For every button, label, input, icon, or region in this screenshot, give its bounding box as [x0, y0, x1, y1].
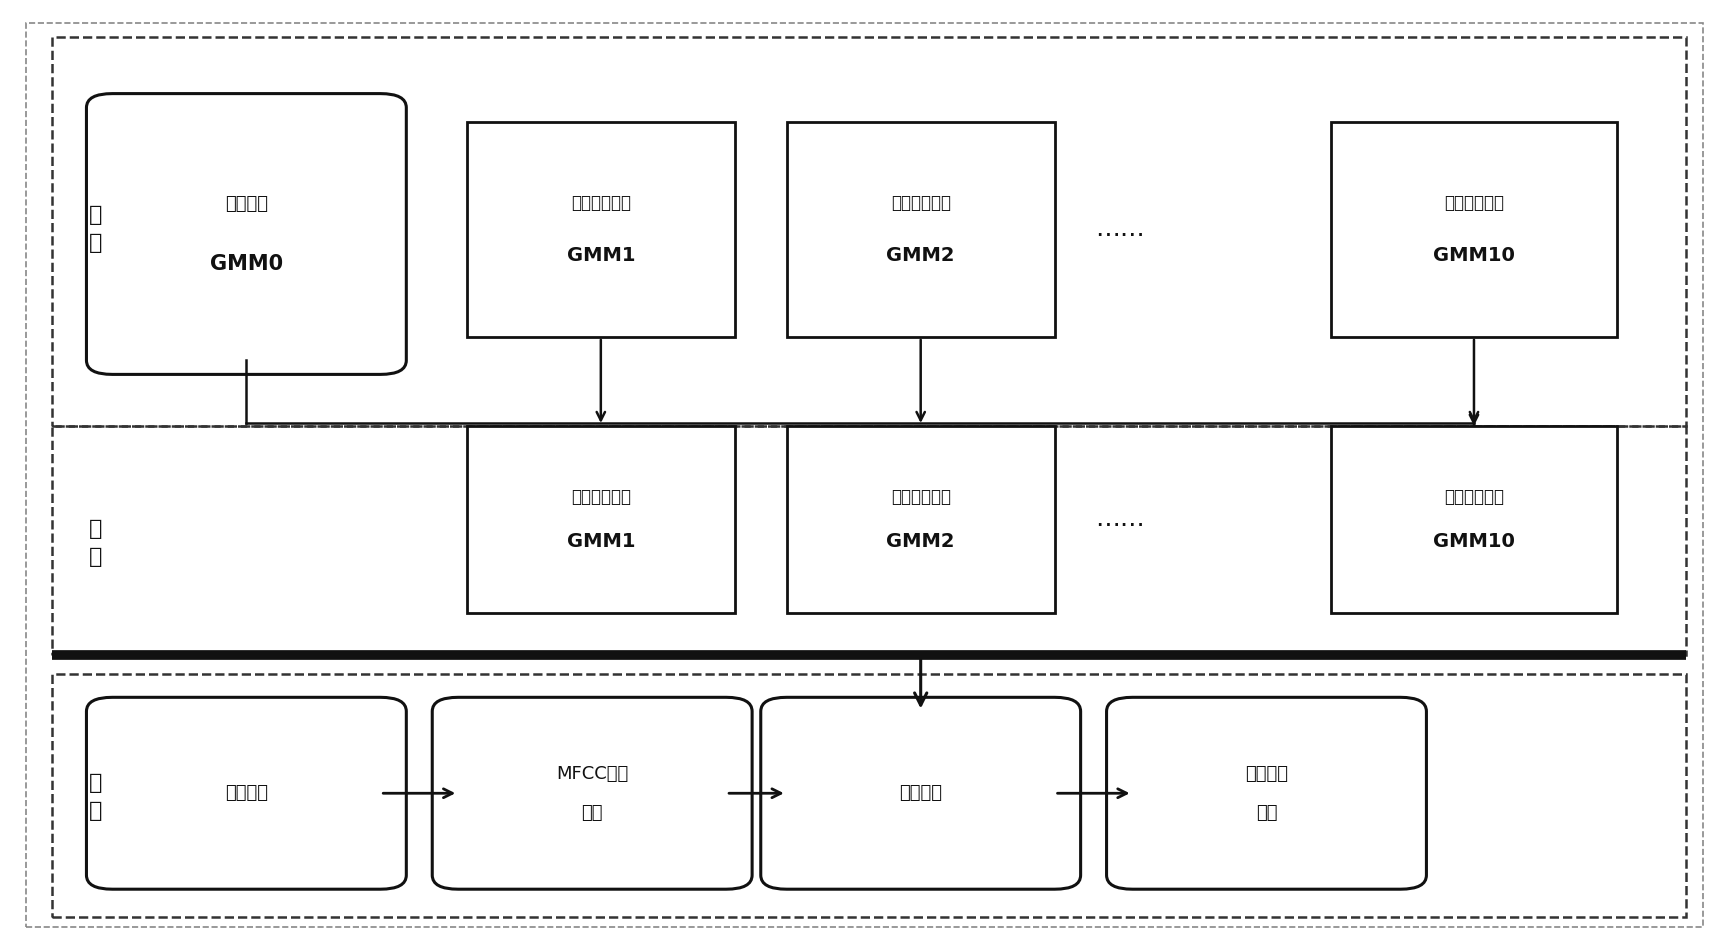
FancyBboxPatch shape [467, 426, 735, 613]
Text: 干净声音事件: 干净声音事件 [571, 195, 631, 212]
Text: GMM10: GMM10 [1433, 533, 1515, 551]
Text: 识别结果: 识别结果 [1245, 765, 1288, 782]
Text: 带噪声音事件: 带噪声音事件 [1444, 488, 1504, 506]
Text: GMM1: GMM1 [567, 245, 635, 265]
Text: 输出: 输出 [1255, 804, 1278, 822]
Text: GMM1: GMM1 [567, 533, 635, 551]
FancyBboxPatch shape [787, 122, 1055, 337]
Text: 噪声模型: 噪声模型 [225, 195, 268, 212]
Text: 训
练: 训 练 [88, 205, 102, 254]
Text: GMM2: GMM2 [887, 533, 954, 551]
Text: GMM2: GMM2 [887, 245, 954, 265]
Text: MFCC特征: MFCC特征 [557, 765, 628, 782]
FancyBboxPatch shape [787, 426, 1055, 613]
Text: 干净声音事件: 干净声音事件 [1444, 195, 1504, 212]
FancyBboxPatch shape [761, 697, 1081, 889]
FancyBboxPatch shape [86, 697, 406, 889]
FancyBboxPatch shape [1331, 426, 1617, 613]
Text: 干净声音事件: 干净声音事件 [890, 195, 951, 212]
Text: 声音事件: 声音事件 [225, 784, 268, 802]
FancyBboxPatch shape [432, 697, 752, 889]
Text: 带噪声音事件: 带噪声音事件 [571, 488, 631, 506]
Text: 识
别: 识 别 [88, 773, 102, 822]
Text: 带噪声音事件: 带噪声音事件 [890, 488, 951, 506]
Text: 融
合: 融 合 [88, 519, 102, 567]
FancyBboxPatch shape [1331, 122, 1617, 337]
FancyBboxPatch shape [1107, 697, 1426, 889]
FancyBboxPatch shape [86, 94, 406, 374]
Text: GMM10: GMM10 [1433, 245, 1515, 265]
Text: ……: …… [1096, 507, 1145, 532]
Text: 判决机制: 判决机制 [899, 784, 942, 802]
FancyBboxPatch shape [467, 122, 735, 337]
Text: GMM0: GMM0 [209, 255, 284, 274]
Text: 提取: 提取 [581, 804, 603, 822]
Text: ……: …… [1096, 217, 1145, 241]
